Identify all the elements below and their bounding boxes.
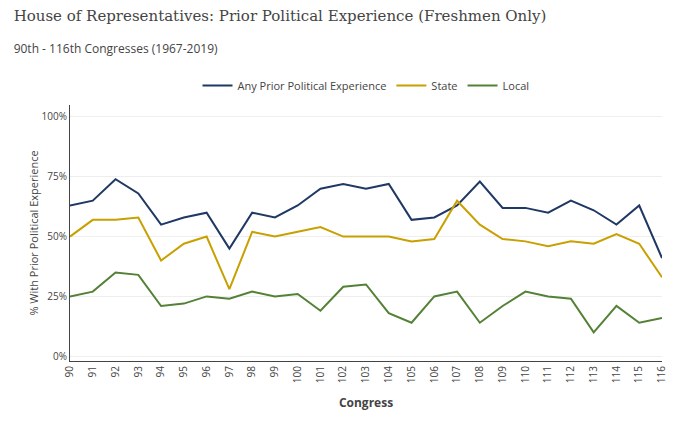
svg-text:90th - 116th Congresses (1967-: 90th - 116th Congresses (1967-2019): [14, 40, 218, 57]
svg-text:108: 108: [472, 366, 486, 383]
svg-text:105: 105: [404, 366, 418, 383]
svg-text:Congress: Congress: [339, 394, 393, 411]
svg-text:96: 96: [199, 366, 213, 378]
svg-text:90: 90: [62, 366, 76, 378]
svg-text:50%: 50%: [47, 229, 67, 243]
svg-text:State: State: [431, 78, 457, 93]
svg-text:100: 100: [290, 366, 304, 383]
svg-text:114: 114: [609, 366, 623, 383]
svg-text:95: 95: [176, 366, 190, 378]
svg-text:Any Prior Political Experience: Any Prior Political Experience: [238, 78, 387, 93]
svg-text:93: 93: [131, 366, 145, 378]
svg-text:116: 116: [654, 366, 668, 383]
svg-text:109: 109: [495, 366, 509, 383]
svg-text:98: 98: [244, 366, 258, 378]
svg-text:0%: 0%: [53, 349, 67, 363]
svg-text:75%: 75%: [47, 169, 67, 183]
svg-text:106: 106: [427, 366, 441, 383]
svg-text:112: 112: [563, 366, 577, 383]
svg-text:101: 101: [313, 366, 327, 383]
svg-text:107: 107: [449, 366, 463, 383]
svg-text:103: 103: [358, 366, 372, 383]
svg-text:Local: Local: [503, 78, 530, 93]
svg-text:92: 92: [108, 366, 122, 378]
svg-text:91: 91: [85, 366, 99, 377]
svg-text:25%: 25%: [47, 289, 67, 303]
svg-text:House of Representatives: Prio: House of Representatives: Prior Politica…: [14, 7, 547, 25]
svg-text:% With Prior Political Experie: % With Prior Political Experience: [26, 150, 41, 315]
svg-text:97: 97: [222, 366, 236, 378]
svg-text:102: 102: [335, 366, 349, 383]
svg-text:94: 94: [153, 366, 167, 378]
svg-text:100%: 100%: [42, 109, 67, 123]
svg-text:104: 104: [381, 366, 395, 383]
svg-text:111: 111: [540, 366, 554, 383]
svg-text:110: 110: [518, 366, 532, 383]
svg-text:99: 99: [267, 366, 281, 378]
svg-text:113: 113: [586, 366, 600, 383]
svg-text:115: 115: [631, 366, 645, 383]
